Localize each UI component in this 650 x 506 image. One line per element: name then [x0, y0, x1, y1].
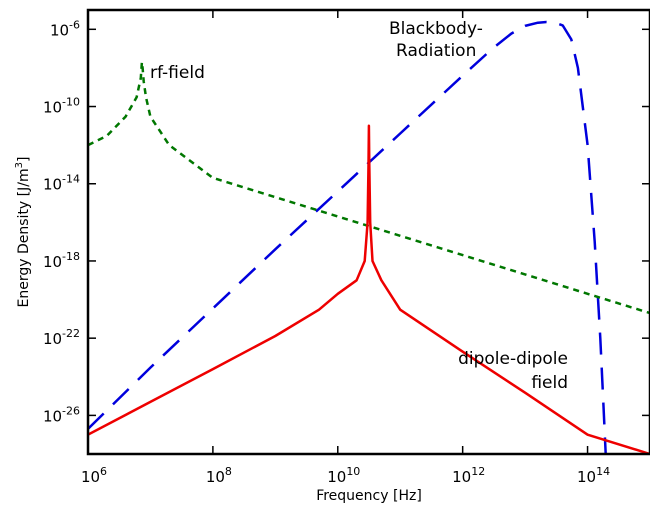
y-tick-label: 10-10 — [43, 96, 80, 117]
y-axis-title-end: ] — [16, 157, 32, 162]
annotation-blackbody-line2: Radiation — [396, 41, 476, 61]
series-line-blackbody — [88, 20, 607, 454]
plot-frame — [86, 8, 650, 456]
annotation-blackbody-line1: Blackbody- — [389, 19, 483, 39]
annotation-dipole-line1: dipole-dipole — [458, 349, 568, 369]
y-tick-label: 10-6 — [50, 18, 80, 39]
annotation-dipole-line2: field — [531, 373, 568, 393]
series-line-rf — [88, 60, 650, 315]
annotation-rf-field: rf-field — [150, 63, 205, 83]
y-axis-title-main: Energy Density [J/m — [16, 168, 32, 307]
series-line-dipole — [88, 124, 650, 454]
y-tick-label: 10-18 — [43, 250, 80, 271]
x-tick-label: 108 — [206, 465, 232, 486]
y-tick-label: 10-22 — [43, 327, 80, 348]
x-axis: 106 108 1010 1012 1014 — [81, 10, 610, 486]
y-axis-title: Energy Density [J/m3] — [14, 157, 32, 308]
y-axis: 10-6 10-10 10-14 10-18 10-22 10-26 — [43, 18, 650, 425]
x-tick-label: 1010 — [327, 465, 360, 486]
y-tick-label: 10-14 — [43, 173, 80, 194]
x-tick-label: 106 — [81, 465, 107, 486]
x-tick-label: 1012 — [452, 465, 485, 486]
y-tick-label: 10-26 — [43, 404, 80, 425]
series-layer — [88, 20, 650, 454]
y-axis-title-sup: 3 — [14, 162, 25, 168]
x-tick-label: 1014 — [577, 465, 610, 486]
x-axis-title: Frequency [Hz] — [316, 488, 422, 504]
